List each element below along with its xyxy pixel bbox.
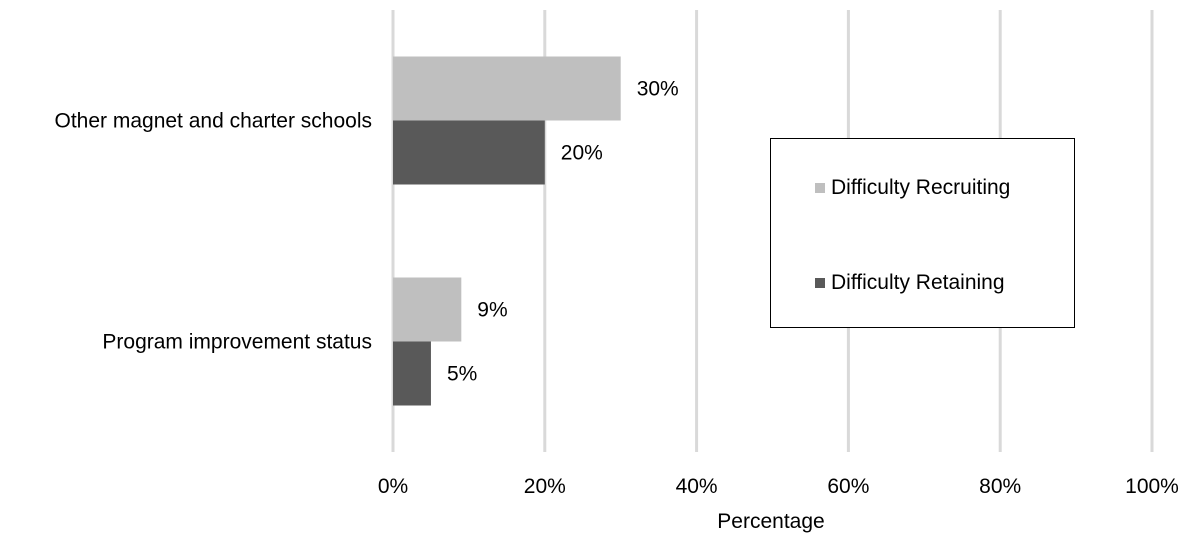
bar [393, 277, 462, 342]
x-tick-label: 60% [827, 475, 869, 498]
legend-swatch-recruiting [815, 183, 825, 193]
bar [393, 120, 545, 185]
data-labels: 30% 20% 9% 5% [447, 78, 679, 386]
legend-item-recruiting: Difficulty Recruiting [815, 176, 1010, 200]
legend-label-recruiting: Difficulty Recruiting [831, 176, 1011, 199]
bar [393, 56, 621, 121]
data-label: 30% [637, 78, 679, 101]
legend-label-retaining: Difficulty Retaining [831, 271, 1005, 294]
data-label: 5% [447, 363, 477, 386]
category-label: Other magnet and charter schools [54, 110, 372, 133]
x-tick-label: 100% [1125, 475, 1179, 498]
data-label: 9% [477, 299, 507, 322]
bars [393, 56, 621, 406]
x-axis-title: Percentage [717, 510, 824, 533]
data-label: 20% [561, 142, 603, 165]
legend: Difficulty Recruiting Difficulty Retaini… [770, 138, 1075, 328]
category-labels: Other magnet and charter schools Program … [54, 110, 372, 354]
category-label: Program improvement status [102, 331, 372, 354]
x-tick-labels: 0% 20% 40% 60% 80% 100% [378, 475, 1179, 498]
x-tick-label: 0% [378, 475, 408, 498]
legend-swatch-retaining [815, 278, 825, 288]
x-tick-label: 40% [676, 475, 718, 498]
legend-item-retaining: Difficulty Retaining [815, 271, 1005, 295]
x-tick-label: 80% [979, 475, 1021, 498]
bar [393, 341, 431, 406]
x-tick-label: 20% [524, 475, 566, 498]
